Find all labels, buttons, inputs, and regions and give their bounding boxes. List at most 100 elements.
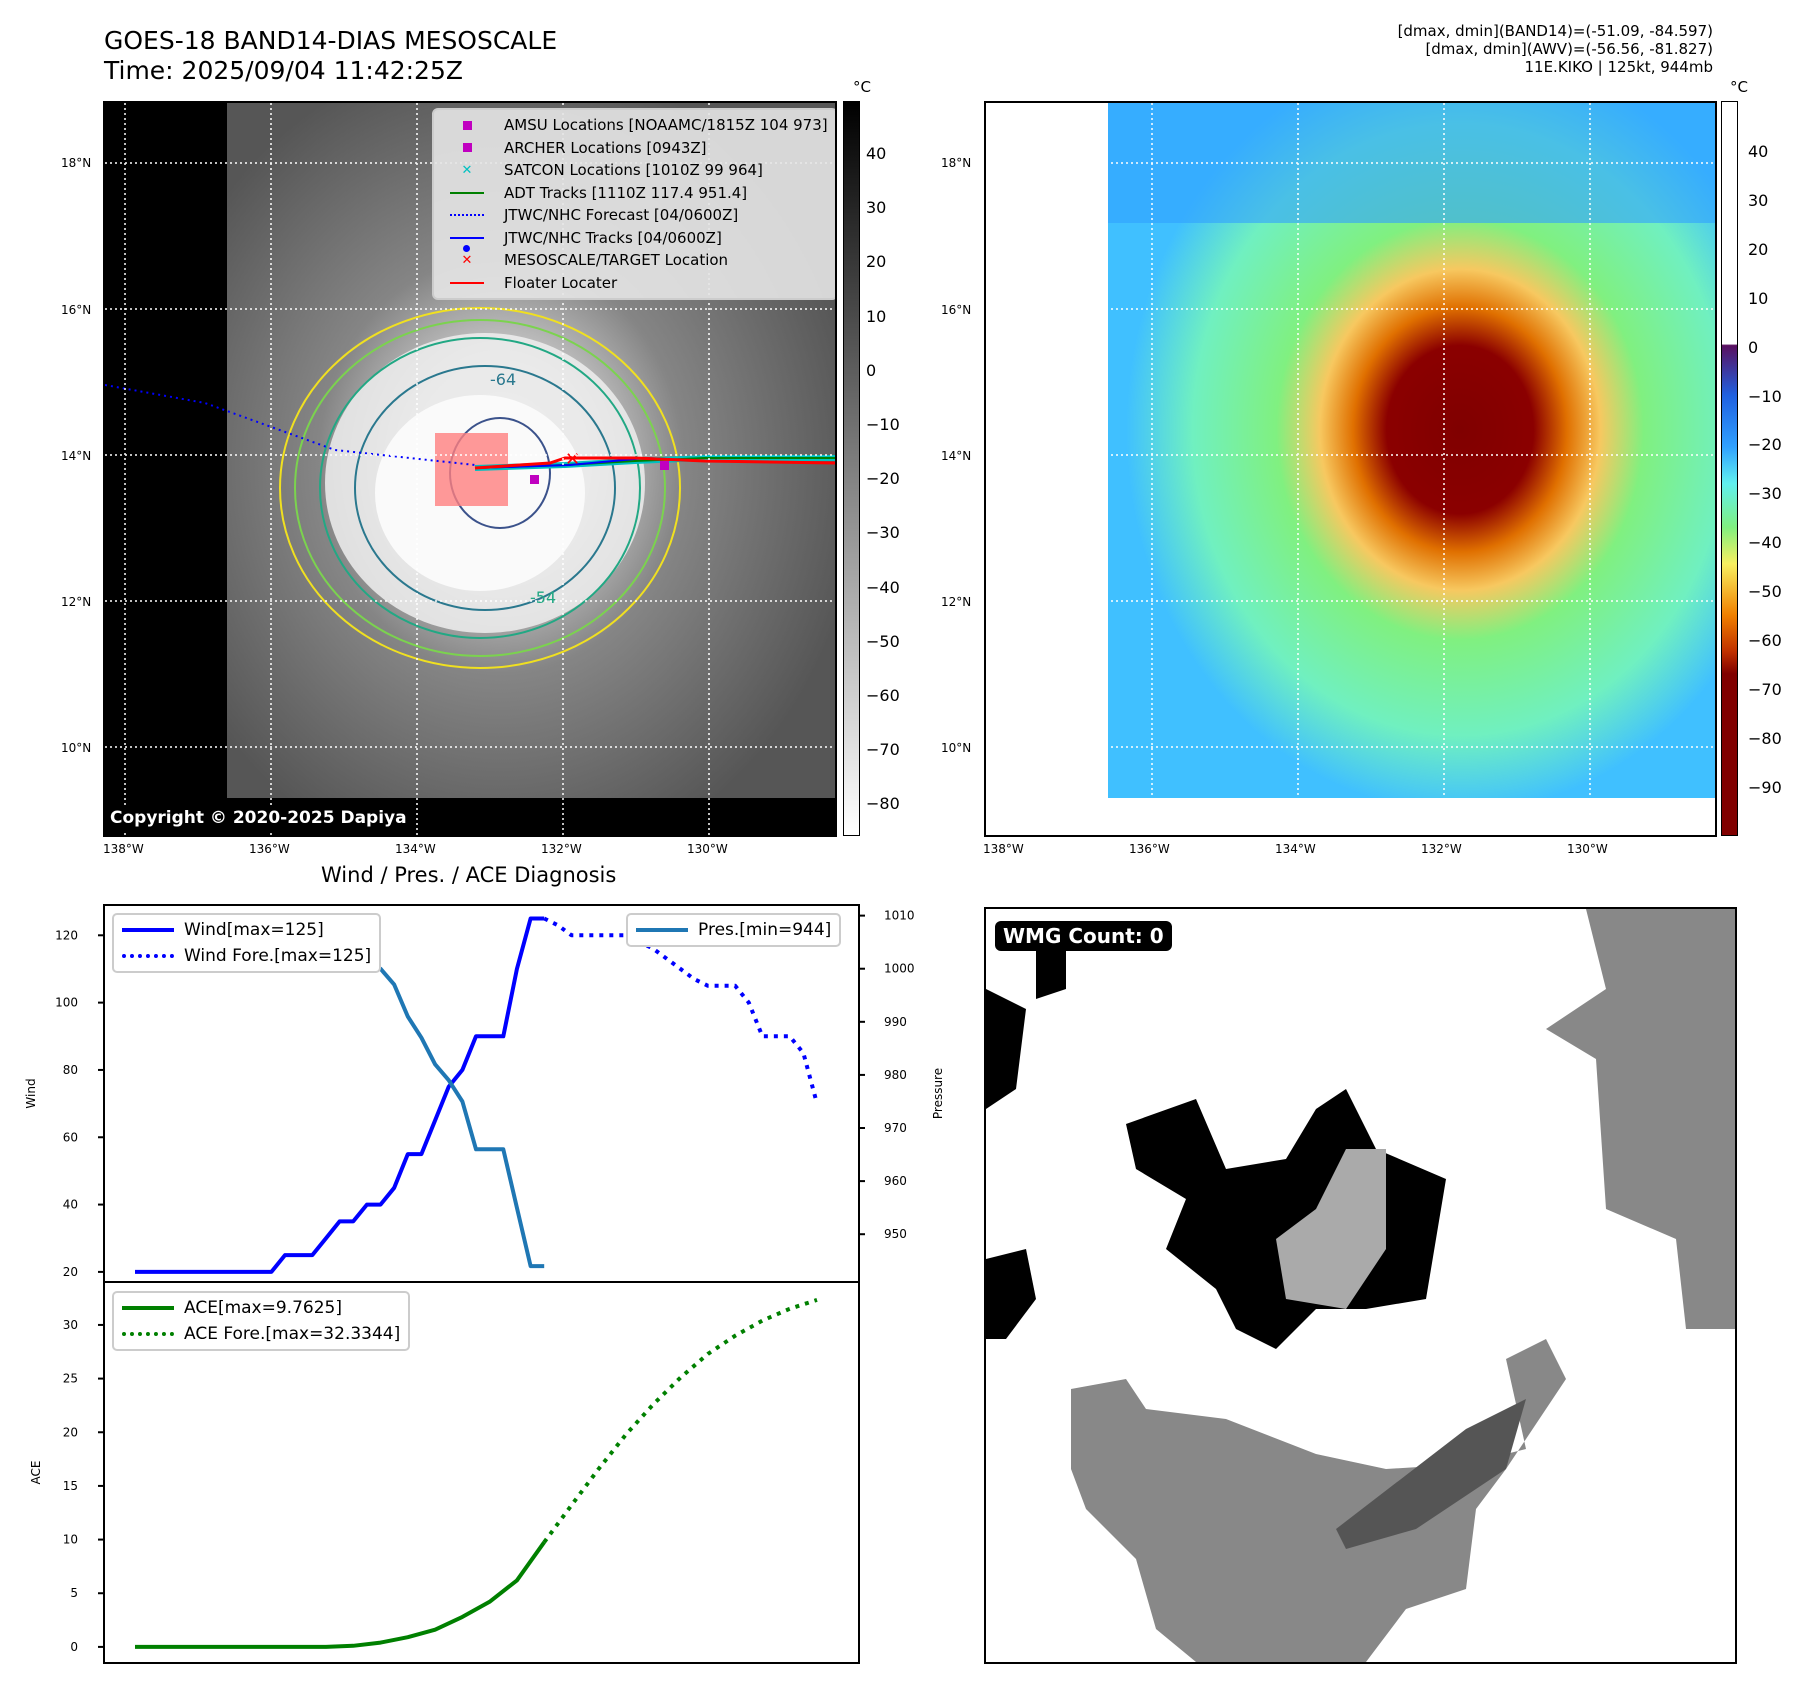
colorbar-tick-label: −50: [1748, 582, 1782, 602]
line-dot-icon: [450, 236, 484, 239]
pressure-tick-label: 980: [884, 1068, 907, 1082]
diagnosis-title: Wind / Pres. / ACE Diagnosis: [321, 863, 617, 887]
colorbar-tick-label: −90: [1748, 777, 1782, 797]
ace-tick-label: 10: [63, 1533, 78, 1547]
legend-item: ACE Fore.[max=32.3344]: [122, 1321, 400, 1347]
contour-31: [279, 307, 681, 669]
colorbar-tick-label: −80: [866, 794, 900, 814]
legend-label: ADT Tracks [1110Z 117.4 951.4]: [504, 183, 748, 202]
lon-tick-label: 134°W: [395, 842, 436, 856]
lon-tick-label: 132°W: [1421, 842, 1462, 856]
square-marker-icon: [462, 120, 472, 130]
diagnosis-chart: 2040608010012095096097098099010001010Win…: [24, 904, 945, 1664]
copyright-badge: Copyright © 2020-2025 Dapiya: [104, 805, 413, 831]
x-marker-icon: ✕: [461, 162, 473, 178]
left-colorbar-unit: °C: [853, 78, 871, 96]
lon-tick-label: 130°W: [687, 842, 728, 856]
ace-tick-label: 5: [70, 1586, 78, 1600]
ace-legend: ACE[max=9.7625] ACE Fore.[max=32.3344]: [112, 1291, 411, 1351]
contour-label: -54: [530, 588, 556, 607]
legend-item: AMSU Locations [NOAAMC/1815Z 104 973]: [442, 114, 828, 137]
wind-tick-label: 120: [55, 928, 78, 942]
contour-64: [354, 365, 616, 611]
lat-tick-label: 16°N: [61, 303, 92, 317]
pressure-legend: Pres.[min=944]: [626, 913, 842, 947]
lat-tick-label: 12°N: [61, 595, 92, 609]
lon-tick-label: 130°W: [1567, 842, 1608, 856]
wmg-dark-gray-region: [1336, 1399, 1526, 1549]
series-aceline: [135, 1541, 546, 1649]
lon-tick-label: 136°W: [249, 842, 290, 856]
colorbar-tick-label: −60: [866, 686, 900, 705]
line-icon: [122, 928, 174, 932]
line-icon: [122, 1306, 174, 1310]
archer-marker: [660, 461, 669, 470]
lon-tick-label: 132°W: [541, 842, 582, 856]
title-line-1: GOES-18 BAND14-DIAS MESOSCALE: [104, 26, 558, 55]
wmg-light-gray-region: [1276, 1149, 1386, 1309]
wind-legend: Wind[max=125] Wind Fore.[max=125]: [112, 913, 382, 973]
amsu-marker: [530, 475, 539, 484]
line-icon: [450, 281, 484, 284]
lat-tick-label: 10°N: [61, 741, 92, 755]
figure-title: GOES-18 BAND14-DIAS MESOSCALE Time: 2025/…: [104, 26, 557, 86]
dotted-line-icon: [122, 1332, 174, 1336]
map-legend: AMSU Locations [NOAAMC/1815Z 104 973] AR…: [432, 108, 835, 300]
stats-block: [dmax, dmin](BAND14)=(-51.09, -84.597) […: [1398, 22, 1713, 76]
colorbar-tick-label: 10: [1748, 288, 1769, 308]
pressure-tick-label: 960: [884, 1174, 907, 1188]
colorbar-tick-label: −20: [1748, 435, 1782, 455]
contour-label: -64: [490, 370, 516, 389]
lat-tick-label: 14°N: [61, 449, 92, 463]
colorbar-tick-label: 30: [866, 198, 887, 218]
legend-item: Wind Fore.[max=125]: [122, 943, 371, 969]
colorbar-tick-label: −70: [866, 740, 900, 760]
awv-map-panel: [984, 101, 1717, 837]
legend-label: JTWC/NHC Tracks [04/0600Z]: [504, 228, 722, 247]
lat-tick-label: 18°N: [61, 156, 92, 170]
lon-tick-label: 138°W: [103, 842, 144, 856]
pressure-tick-label: 970: [884, 1121, 907, 1135]
colorbar-tick-label: −30: [866, 523, 900, 543]
colorbar-tick-label: 20: [866, 252, 887, 272]
lon-tick-label: 134°W: [1275, 842, 1316, 856]
gridlines: [105, 103, 835, 835]
legend-item: ADT Tracks [1110Z 117.4 951.4]: [442, 182, 828, 205]
dotted-line-icon: [450, 214, 484, 217]
ace-tick-label: 15: [63, 1479, 78, 1493]
floater-track: [474, 456, 835, 470]
colorbar-tick-label: 40: [866, 144, 887, 163]
ir-map-panel: -64 -54 ✕ AMSU Locations [NOAAMC/1815Z 1…: [103, 101, 837, 837]
wind-tick-label: 100: [55, 996, 78, 1010]
lat-tick-label: 18°N: [941, 156, 972, 170]
title-timestamp: Time: 2025/09/04 11:42:25Z: [104, 56, 463, 85]
colorbar-tick-label: −40: [1748, 533, 1782, 553]
wind-tick-label: 20: [63, 1265, 78, 1279]
target-marker: ✕: [565, 449, 580, 470]
colorbar-tick-label: −10: [866, 415, 900, 434]
ace-plot-frame: [103, 1281, 860, 1664]
wind-axis-label: Wind: [24, 1078, 38, 1108]
legend-item: ACE[max=9.7625]: [122, 1295, 400, 1321]
pressure-tick-label: 1000: [884, 962, 915, 976]
colorbar-tick-label: −50: [866, 631, 900, 651]
square-marker-icon: [462, 143, 472, 153]
colorbar-tick-label: −20: [866, 469, 900, 489]
legend-label: Wind Fore.[max=125]: [184, 946, 372, 966]
legend-item: ✕ SATCON Locations [1010Z 99 964]: [442, 159, 828, 182]
colorbar-tick-label: −40: [866, 577, 900, 597]
legend-item: ✕ MESOSCALE/TARGET Location: [442, 249, 828, 272]
left-colorbar: [843, 101, 860, 836]
legend-item: Pres.[min=944]: [636, 917, 831, 943]
colorbar-tick-label: −80: [1748, 728, 1782, 748]
dotted-line-icon: [122, 954, 174, 958]
legend-label: SATCON Locations [1010Z 99 964]: [504, 161, 763, 180]
ace-tick-label: 25: [63, 1372, 78, 1386]
pressure-axis-label: Pressure: [931, 1068, 945, 1119]
wmg-gray-region: [1071, 909, 1735, 1662]
colorbar-tick-label: 0: [866, 360, 877, 380]
contour-54: [319, 337, 641, 639]
stats-awv: [dmax, dmin](AWV)=(-56.56, -81.827): [1425, 40, 1713, 58]
legend-label: MESOSCALE/TARGET Location: [504, 251, 729, 270]
series-ace-fore-line: [542, 1297, 818, 1544]
